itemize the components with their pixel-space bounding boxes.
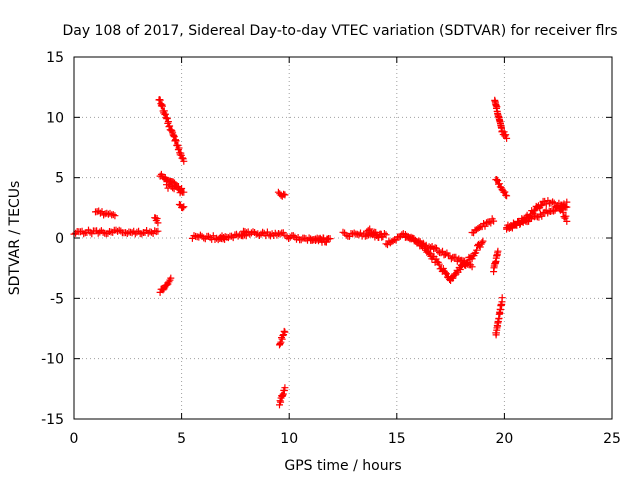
chart-title: Day 108 of 2017, Sidereal Day-to-day VTE… [62, 23, 617, 39]
data-points [156, 274, 175, 296]
axis-layer: 0 5 10 15 20 25 -15 -10 -5 0 5 10 15 [41, 50, 621, 447]
y-axis-label: SDTVAR / TECUs [7, 181, 23, 296]
series-layer [70, 96, 571, 409]
series-arc-6 [156, 170, 188, 196]
series-arc-19 [491, 96, 506, 136]
series-arc-7 [175, 201, 188, 212]
series-arc-11 [274, 188, 289, 200]
x-tick-label: 20 [495, 431, 513, 447]
series-arc-23 [492, 294, 506, 339]
x-tick-label: 5 [177, 431, 186, 447]
series-arc-20 [499, 128, 511, 142]
series-arc-4 [156, 274, 175, 296]
x-tick-label: 10 [280, 431, 298, 447]
series-arc-22 [490, 247, 502, 276]
series-arc-10 [238, 227, 289, 240]
series-arc-3 [151, 214, 162, 227]
series-arc-13 [276, 384, 289, 409]
series-arc-16 [382, 230, 407, 249]
series-extra [163, 181, 571, 284]
data-points [490, 247, 502, 276]
y-tick-label: -10 [41, 352, 64, 368]
data-points [382, 230, 407, 249]
plot-area-border [73, 56, 613, 420]
series-arc-5 [155, 96, 188, 165]
x-tick-label: 25 [603, 431, 621, 447]
data-points [492, 294, 506, 339]
y-tick-label: 5 [55, 171, 64, 187]
data-points [155, 96, 188, 165]
data-points [175, 201, 188, 212]
x-tick-label: 15 [388, 431, 406, 447]
data-points [163, 181, 571, 284]
data-points [92, 207, 119, 220]
data-points [276, 384, 289, 409]
data-points [156, 170, 188, 196]
data-points [499, 128, 511, 142]
data-points [276, 327, 289, 349]
y-tick-label: 10 [46, 110, 64, 126]
x-axis-label: GPS time / hours [284, 458, 401, 474]
data-points [238, 227, 289, 240]
data-points [491, 96, 506, 136]
data-points [274, 188, 289, 200]
x-tick-label: 0 [70, 431, 79, 447]
grid-layer [74, 57, 612, 419]
y-tick-label: 0 [55, 231, 64, 247]
y-tick-label: -15 [41, 412, 64, 428]
data-points [492, 176, 511, 200]
series-arc-12 [276, 327, 289, 349]
y-tick-label: -5 [50, 291, 64, 307]
data-points [151, 214, 162, 227]
y-tick-label: 15 [46, 50, 64, 66]
series-arc-18 [468, 215, 498, 237]
series-arc-2 [92, 207, 119, 220]
data-points [468, 215, 498, 237]
series-arc-21 [492, 176, 511, 200]
series-arc-1 [70, 226, 162, 238]
data-points [70, 226, 162, 238]
